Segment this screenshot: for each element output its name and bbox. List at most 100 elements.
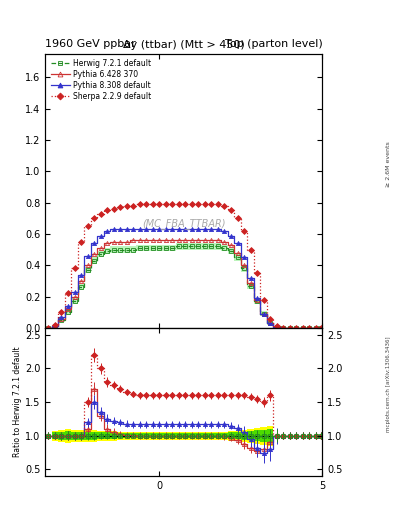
Pythia 6.428 370 xyxy=(138,237,142,243)
Legend: Herwig 7.2.1 default, Pythia 6.428 370, Pythia 8.308 default, Sherpa 2.2.9 defau: Herwig 7.2.1 default, Pythia 6.428 370, … xyxy=(49,57,153,102)
Pythia 6.428 370 xyxy=(209,237,214,243)
Pythia 8.308 default xyxy=(313,325,318,331)
Pythia 6.428 370 xyxy=(170,237,174,243)
Herwig 7.2.1 default xyxy=(318,325,323,331)
Pythia 8.308 default xyxy=(72,289,77,295)
Herwig 7.2.1 default xyxy=(222,245,227,251)
Pythia 8.308 default xyxy=(307,325,312,331)
Sherpa 2.2.9 default xyxy=(248,247,253,253)
Herwig 7.2.1 default xyxy=(268,320,272,326)
Herwig 7.2.1 default xyxy=(261,311,266,317)
Pythia 8.308 default xyxy=(196,226,201,232)
Herwig 7.2.1 default xyxy=(209,243,214,249)
Sherpa 2.2.9 default xyxy=(196,201,201,207)
Pythia 8.308 default xyxy=(98,232,103,239)
Sherpa 2.2.9 default xyxy=(105,207,110,214)
Pythia 8.308 default xyxy=(209,226,214,232)
Sherpa 2.2.9 default xyxy=(59,309,64,315)
Herwig 7.2.1 default xyxy=(72,298,77,305)
Herwig 7.2.1 default xyxy=(118,247,123,253)
Sherpa 2.2.9 default xyxy=(300,325,305,331)
Herwig 7.2.1 default xyxy=(59,317,64,323)
Herwig 7.2.1 default xyxy=(144,245,149,251)
Pythia 8.308 default xyxy=(183,226,188,232)
Pythia 6.428 370 xyxy=(235,250,240,256)
Herwig 7.2.1 default xyxy=(274,324,279,330)
Pythia 8.308 default xyxy=(59,314,64,320)
Pythia 8.308 default xyxy=(318,325,323,331)
Pythia 8.308 default xyxy=(229,232,233,239)
Sherpa 2.2.9 default xyxy=(294,325,299,331)
Pythia 8.308 default xyxy=(242,254,246,261)
Sherpa 2.2.9 default xyxy=(287,325,292,331)
Sherpa 2.2.9 default xyxy=(176,201,181,207)
Pythia 6.428 370 xyxy=(202,237,207,243)
Sherpa 2.2.9 default xyxy=(209,201,214,207)
Sherpa 2.2.9 default xyxy=(274,323,279,329)
Herwig 7.2.1 default xyxy=(170,245,174,251)
Pythia 8.308 default xyxy=(124,226,129,232)
Pythia 8.308 default xyxy=(235,240,240,246)
Herwig 7.2.1 default xyxy=(98,251,103,258)
Sherpa 2.2.9 default xyxy=(79,239,83,245)
Herwig 7.2.1 default xyxy=(255,298,259,305)
Line: Sherpa 2.2.9 default: Sherpa 2.2.9 default xyxy=(46,202,323,330)
Pythia 8.308 default xyxy=(66,303,70,309)
Herwig 7.2.1 default xyxy=(189,243,194,249)
Herwig 7.2.1 default xyxy=(196,243,201,249)
Herwig 7.2.1 default xyxy=(300,325,305,331)
Herwig 7.2.1 default xyxy=(111,247,116,253)
Pythia 6.428 370 xyxy=(294,325,299,331)
Sherpa 2.2.9 default xyxy=(163,201,168,207)
Pythia 6.428 370 xyxy=(216,237,220,243)
Pythia 6.428 370 xyxy=(255,296,259,303)
Sherpa 2.2.9 default xyxy=(131,203,136,209)
Herwig 7.2.1 default xyxy=(105,248,110,254)
Pythia 8.308 default xyxy=(189,226,194,232)
Line: Herwig 7.2.1 default: Herwig 7.2.1 default xyxy=(46,244,323,330)
Pythia 8.308 default xyxy=(300,325,305,331)
Herwig 7.2.1 default xyxy=(138,245,142,251)
Pythia 8.308 default xyxy=(248,275,253,281)
Sherpa 2.2.9 default xyxy=(318,325,323,331)
Herwig 7.2.1 default xyxy=(294,325,299,331)
Text: (MC_FBA_TTBAR): (MC_FBA_TTBAR) xyxy=(142,218,226,229)
Pythia 8.308 default xyxy=(163,226,168,232)
Pythia 8.308 default xyxy=(53,323,57,329)
Pythia 6.428 370 xyxy=(131,237,136,243)
Sherpa 2.2.9 default xyxy=(242,228,246,234)
Sherpa 2.2.9 default xyxy=(98,210,103,217)
Pythia 6.428 370 xyxy=(53,323,57,329)
Text: 1960 GeV ppbar: 1960 GeV ppbar xyxy=(45,38,136,49)
Line: Pythia 8.308 default: Pythia 8.308 default xyxy=(46,227,323,330)
Pythia 6.428 370 xyxy=(268,320,272,326)
Pythia 6.428 370 xyxy=(59,315,64,322)
Herwig 7.2.1 default xyxy=(85,267,90,273)
Pythia 6.428 370 xyxy=(242,262,246,268)
Herwig 7.2.1 default xyxy=(248,283,253,289)
Herwig 7.2.1 default xyxy=(46,325,51,331)
Pythia 6.428 370 xyxy=(98,245,103,251)
Sherpa 2.2.9 default xyxy=(144,201,149,207)
Pythia 6.428 370 xyxy=(307,325,312,331)
Pythia 6.428 370 xyxy=(274,324,279,330)
Pythia 6.428 370 xyxy=(222,239,227,245)
Pythia 8.308 default xyxy=(138,226,142,232)
Pythia 8.308 default xyxy=(111,226,116,232)
Sherpa 2.2.9 default xyxy=(255,270,259,276)
Pythia 8.308 default xyxy=(268,320,272,326)
Sherpa 2.2.9 default xyxy=(66,290,70,296)
Sherpa 2.2.9 default xyxy=(202,201,207,207)
Pythia 6.428 370 xyxy=(189,237,194,243)
Herwig 7.2.1 default xyxy=(229,248,233,254)
Herwig 7.2.1 default xyxy=(124,247,129,253)
Sherpa 2.2.9 default xyxy=(157,201,162,207)
Pythia 8.308 default xyxy=(176,226,181,232)
Pythia 8.308 default xyxy=(222,228,227,234)
Sherpa 2.2.9 default xyxy=(261,296,266,303)
Pythia 6.428 370 xyxy=(176,237,181,243)
Pythia 6.428 370 xyxy=(248,280,253,286)
Pythia 6.428 370 xyxy=(85,262,90,268)
Sherpa 2.2.9 default xyxy=(313,325,318,331)
Pythia 8.308 default xyxy=(287,325,292,331)
